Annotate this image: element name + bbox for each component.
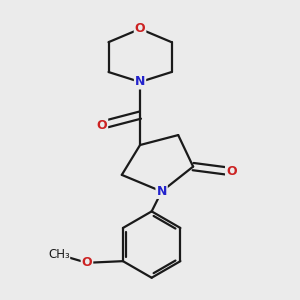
Text: O: O (226, 165, 237, 178)
Text: O: O (135, 22, 146, 35)
Text: N: N (156, 185, 167, 198)
Text: CH₃: CH₃ (48, 248, 70, 261)
Text: O: O (82, 256, 92, 269)
Text: O: O (97, 118, 107, 132)
Text: N: N (135, 76, 145, 88)
